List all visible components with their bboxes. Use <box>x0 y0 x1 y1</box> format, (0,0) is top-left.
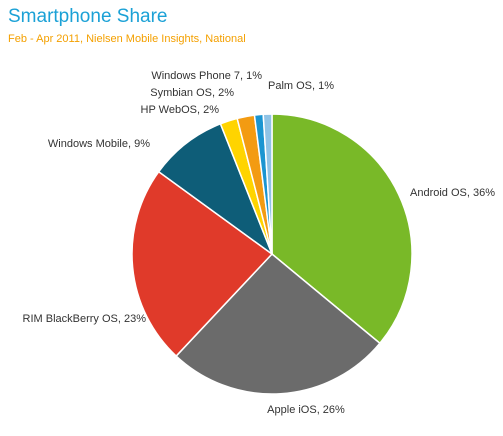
slice-label-windows-mobile: Windows Mobile, 9% <box>48 138 150 150</box>
slice-label-windows-phone-7: Windows Phone 7, 1% <box>151 70 262 82</box>
pie-slice-windows-mobile <box>157 122 274 257</box>
slice-label-rim-blackberry-os: RIM BlackBerry OS, 23% <box>23 313 147 325</box>
pie-slice-android-os <box>271 113 413 345</box>
slice-label-palm-os: Palm OS, 1% <box>268 80 334 92</box>
pie-slice-apple-ios <box>175 252 381 395</box>
slice-label-android-os: Android OS, 36% <box>410 187 495 199</box>
slice-label-symbian-os: Symbian OS, 2% <box>150 87 234 99</box>
pie-slice-rim-blackberry-os <box>131 170 274 358</box>
slice-label-apple-ios: Apple iOS, 26% <box>267 404 345 416</box>
chart-subtitle: Feb - Apr 2011, Nielsen Mobile Insights,… <box>8 33 246 45</box>
slice-label-hp-webos: HP WebOS, 2% <box>141 104 220 116</box>
pie-slice-palm-os <box>262 113 273 255</box>
chart-title: Smartphone Share <box>8 6 168 27</box>
